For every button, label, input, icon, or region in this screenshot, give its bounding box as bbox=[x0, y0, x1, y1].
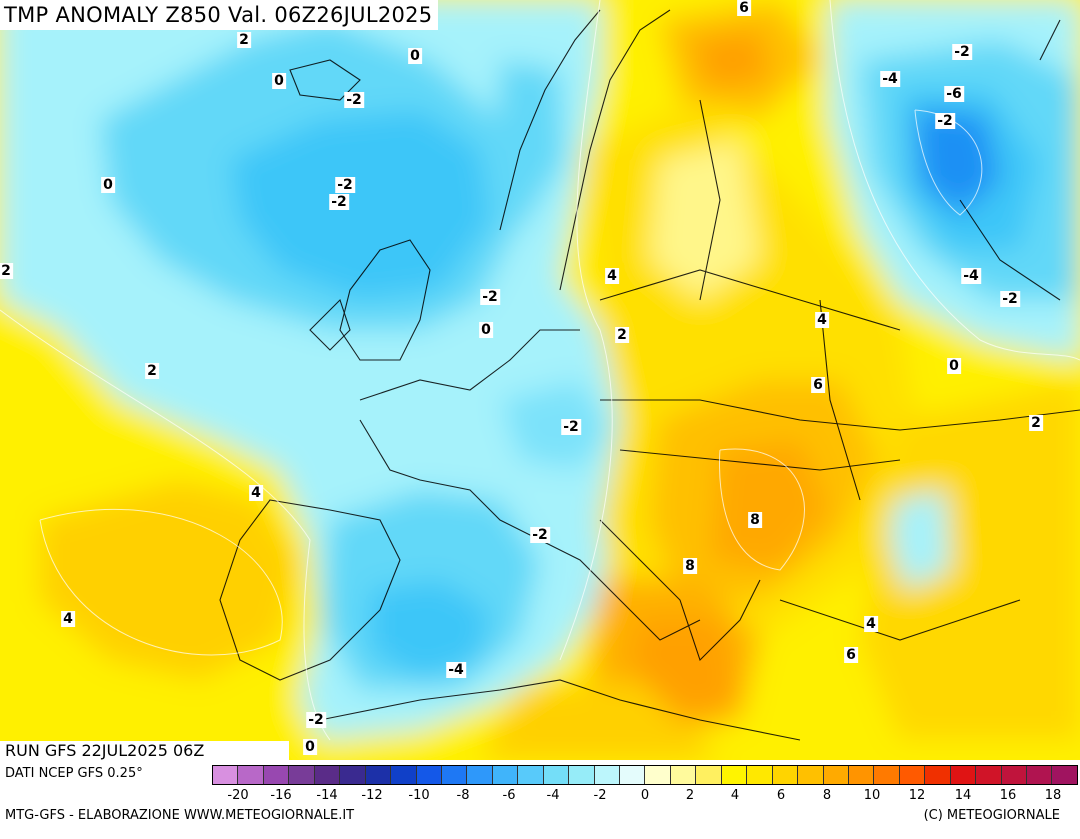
colorbar-cell bbox=[899, 766, 926, 784]
isotherm-label: 8 bbox=[683, 558, 697, 574]
colorbar-cell bbox=[670, 766, 697, 784]
colorbar-cell bbox=[645, 766, 671, 784]
isotherm-label: -6 bbox=[944, 86, 964, 102]
colorbar-cell bbox=[441, 766, 468, 784]
colorbar-tick-label: -10 bbox=[408, 788, 430, 803]
isotherm-label: -2 bbox=[561, 419, 581, 435]
colorbar-tick-label: -14 bbox=[316, 788, 338, 803]
colorbar-cell bbox=[569, 766, 595, 784]
isotherm-label: 2 bbox=[237, 32, 251, 48]
isotherm-label: -2 bbox=[952, 44, 972, 60]
colorbar-cell bbox=[238, 766, 264, 784]
colorbar-cell bbox=[543, 766, 570, 784]
colorbar-cell bbox=[874, 766, 900, 784]
colorbar-cell bbox=[416, 766, 442, 784]
isotherm-label: -2 bbox=[935, 113, 955, 129]
colorbar-tick-label: -12 bbox=[361, 788, 383, 803]
isotherm-label: -4 bbox=[961, 268, 981, 284]
colorbar-cell bbox=[747, 766, 773, 784]
colorbar-cell bbox=[213, 766, 239, 784]
colorbar-tick-label: 6 bbox=[776, 788, 786, 803]
colorbar-cell bbox=[289, 766, 315, 784]
colorbar-cell bbox=[467, 766, 493, 784]
colorbar-cell bbox=[950, 766, 977, 784]
colorbar-cell bbox=[798, 766, 824, 784]
isotherm-label: 6 bbox=[844, 647, 858, 663]
colorbar-cell bbox=[1052, 766, 1077, 784]
colorbar-tick-label: -16 bbox=[270, 788, 292, 803]
isotherm-label: 8 bbox=[748, 512, 762, 528]
isotherm-label: 2 bbox=[145, 363, 159, 379]
isotherm-label: 4 bbox=[864, 616, 878, 632]
colorbar-tick-label: 18 bbox=[1044, 788, 1062, 803]
colorbar-cell bbox=[823, 766, 849, 784]
isotherm-label: -4 bbox=[446, 662, 466, 678]
colorbar-tick-label: -20 bbox=[227, 788, 249, 803]
isotherm-label: 2 bbox=[1029, 415, 1043, 431]
colorbar-cell bbox=[263, 766, 290, 784]
run-info: RUN GFS 22JUL2025 06Z bbox=[0, 741, 289, 761]
coastlines bbox=[219, 9, 1080, 741]
isotherm-label: 0 bbox=[303, 739, 317, 755]
isotherm-label: -2 bbox=[306, 712, 326, 728]
isotherm-label: -2 bbox=[1000, 291, 1020, 307]
colorbar-cell bbox=[1027, 766, 1053, 784]
colorbar-cell bbox=[391, 766, 417, 784]
colorbar-cell bbox=[518, 766, 544, 784]
colorbar-tick-label: 0 bbox=[640, 788, 650, 803]
colorbar-cell bbox=[976, 766, 1002, 784]
colorbar-cell bbox=[594, 766, 620, 784]
colorbar-cell bbox=[772, 766, 799, 784]
colorbar-tick-label: -2 bbox=[593, 788, 607, 803]
isotherm-label: 6 bbox=[737, 0, 751, 16]
isotherm-label: -2 bbox=[329, 194, 349, 210]
isotherm-label: -2 bbox=[344, 92, 364, 108]
colorbar-tick-label: 10 bbox=[863, 788, 881, 803]
isotherms bbox=[0, 0, 1080, 740]
isotherm-label: 0 bbox=[479, 322, 493, 338]
isotherm-label: 0 bbox=[272, 73, 286, 89]
isotherm-label: 2 bbox=[0, 263, 13, 279]
colorbar-cell bbox=[365, 766, 392, 784]
isotherm-label: 2 bbox=[615, 327, 629, 343]
colorbar-cell bbox=[314, 766, 341, 784]
isotherm-label: -4 bbox=[880, 71, 900, 87]
credit-right: (C) METEOGIORNALE bbox=[923, 808, 1060, 823]
colorbar-cell bbox=[340, 766, 366, 784]
credit-left: MTG-GFS - ELABORAZIONE WWW.METEOGIORNALE… bbox=[5, 808, 355, 823]
isotherm-label: 4 bbox=[815, 312, 829, 328]
colorbar-cell bbox=[1001, 766, 1027, 784]
isotherm-label: 6 bbox=[811, 377, 825, 393]
colorbar-cell bbox=[492, 766, 519, 784]
isotherm-label: 4 bbox=[249, 485, 263, 501]
isotherm-label: 0 bbox=[101, 177, 115, 193]
colorbar-cell bbox=[848, 766, 875, 784]
colorbar-tick-label: 8 bbox=[822, 788, 832, 803]
colorbar-tick-label: -8 bbox=[456, 788, 470, 803]
isotherm-label: 0 bbox=[947, 358, 961, 374]
isotherm-label: 4 bbox=[61, 611, 75, 627]
colorbar-tick-label: 2 bbox=[685, 788, 695, 803]
colorbar-tick-label: -4 bbox=[546, 788, 560, 803]
colorbar-tick-label: 4 bbox=[730, 788, 740, 803]
colorbar-cell bbox=[721, 766, 748, 784]
isotherm-label: -2 bbox=[480, 289, 500, 305]
colorbar-tick-label: 12 bbox=[908, 788, 926, 803]
colorbar-tick-label: -6 bbox=[502, 788, 516, 803]
colorbar-cell bbox=[696, 766, 722, 784]
temperature-anomaly-map bbox=[0, 0, 1080, 760]
colorbar-cell bbox=[620, 766, 646, 784]
colorbar-tick-label: 14 bbox=[954, 788, 972, 803]
isotherm-label: -2 bbox=[530, 527, 550, 543]
map-title: TMP ANOMALY Z850 Val. 06Z26JUL2025 bbox=[0, 0, 439, 30]
isotherm-label: -2 bbox=[335, 177, 355, 193]
anomaly-field bbox=[0, 0, 1080, 760]
data-source: DATI NCEP GFS 0.25° bbox=[5, 766, 143, 781]
isotherm-label: 4 bbox=[605, 268, 619, 284]
colorbar bbox=[212, 765, 1078, 785]
colorbar-cell bbox=[925, 766, 951, 784]
isotherm-label: 0 bbox=[408, 48, 422, 64]
colorbar-tick-label: 16 bbox=[999, 788, 1017, 803]
